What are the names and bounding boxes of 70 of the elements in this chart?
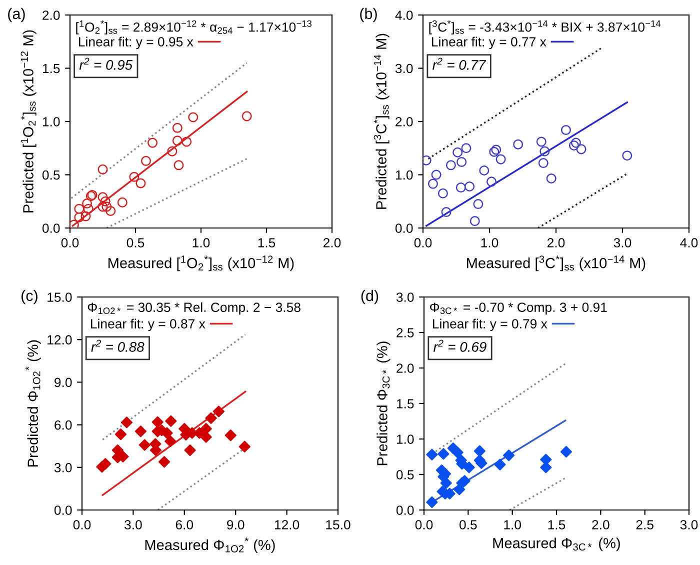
x-axis-title: Measured Φ$_{1O2}$$^{*}$ (%) bbox=[145, 538, 275, 554]
y-axis-title: Predicted Φ$_{1O2}$$^{*}$ (%) bbox=[25, 340, 41, 467]
x-tick-label: 0.5 bbox=[126, 238, 144, 248]
y-tick-label: 0.5 bbox=[396, 470, 414, 480]
x-tick-label: 15.0 bbox=[326, 520, 350, 530]
x-tick-label: 1.0 bbox=[192, 238, 210, 248]
x-tick-label: 6.0 bbox=[176, 520, 194, 530]
y-tick-label: 1.0 bbox=[396, 434, 414, 444]
y-tick-label: 2.0 bbox=[396, 364, 414, 373]
x-tick-label: 0.0 bbox=[61, 238, 79, 248]
text: Measured [$^{3}$C$^{*}$]$_{ss}$ (x10$^{−14}$ M) bbox=[467, 256, 646, 272]
y-tick-label: 1.0 bbox=[42, 117, 60, 126]
chart-title: (c) bbox=[22, 290, 38, 304]
y-tick-label: 0.5 bbox=[42, 170, 60, 180]
x-tick-label: 2.5 bbox=[636, 520, 654, 530]
x-tick-label: 4.0 bbox=[680, 238, 698, 248]
y-tick-label: 2.0 bbox=[42, 10, 60, 20]
text: Predicted [$^{1}$O$_{2}$$^{*}$]$_{ss}$ (x10$^{−12}$ M) bbox=[20, 30, 36, 212]
y-tick-label: 1.5 bbox=[396, 399, 414, 408]
y-tick-label: 4.0 bbox=[395, 10, 413, 20]
y-tick-label: 3.0 bbox=[54, 462, 72, 472]
x-tick-label: 2.0 bbox=[547, 238, 565, 248]
y-tick-label: 1.0 bbox=[396, 170, 413, 180]
x-tick-label: 0.0 bbox=[414, 238, 432, 248]
y-tick-label: 0.0 bbox=[396, 506, 414, 515]
x-tick-label: 3.0 bbox=[124, 520, 142, 530]
annotation: Φ$_{3C*}$ = -0.70 * Comp. 3 + 0.91 bbox=[430, 302, 607, 315]
legend-label: Linear fit: y = 0.79 x bbox=[433, 318, 548, 332]
annotation: Φ$_{1O2*}$ = 30.35 * Rel. Comp. 2 − 3.58 bbox=[88, 302, 300, 315]
legend-label: Linear fit: y = 0.77 x bbox=[432, 36, 546, 50]
y-tick-label: 15.0 bbox=[48, 292, 72, 302]
y-tick-label: 3.0 bbox=[395, 64, 413, 74]
x-tick-label: 0.0 bbox=[415, 520, 433, 530]
x-tick-label: 3.0 bbox=[680, 520, 698, 530]
chart-title: (d) bbox=[361, 290, 378, 304]
legend-label: Linear fit: y = 0.87 x bbox=[91, 318, 206, 332]
chart-title: (a) bbox=[8, 8, 25, 22]
annotation: r$^{2}$ = 0.77 bbox=[432, 58, 486, 70]
x-tick-label: 1.0 bbox=[504, 520, 521, 530]
text: [$^{3}$C$^{*}$]$_{ss}$ = -3.43×10$^{−14}$ * BIX + 3.87×10$^{−14}$ bbox=[429, 20, 661, 34]
y-tick-label: 2.5 bbox=[396, 328, 414, 338]
x-tick-label: 9.0 bbox=[227, 520, 244, 530]
y-tick-label: 12.0 bbox=[48, 335, 72, 345]
text: Predicted [$^{3}$C$^{*}$]$_{ss}$ (x10$^{−14}$ M) bbox=[374, 34, 390, 209]
y-tick-label: 0.0 bbox=[54, 506, 72, 515]
x-tick-label: 0.0 bbox=[73, 520, 91, 530]
legend-label: Linear fit: y = 0.95 x bbox=[79, 36, 194, 50]
x-tick-label: 1.5 bbox=[548, 520, 566, 530]
y-tick-label: 9.0 bbox=[54, 378, 72, 388]
y-tick-label: 0.0 bbox=[42, 224, 60, 233]
y-tick-label: 3.0 bbox=[396, 292, 414, 302]
chart-title: (b) bbox=[360, 8, 377, 22]
text: Measured [$^{1}$O$_{2}$$^{*}$]$_{ss}$ (x10$^{−12}$ M) bbox=[108, 256, 294, 272]
y-tick-label: 6.0 bbox=[54, 420, 72, 430]
x-tick-label: 0.5 bbox=[460, 520, 477, 530]
x-tick-label: 12.0 bbox=[274, 520, 300, 530]
x-tick-label: 1.5 bbox=[258, 238, 276, 248]
annotation: r$^{2}$ = 0.69 bbox=[434, 340, 486, 352]
x-axis-title: Measured Φ$_{3C*}$ (%) bbox=[493, 538, 620, 552]
x-tick-label: 2.0 bbox=[592, 520, 610, 530]
annotation: r$^{2}$ = 0.95 bbox=[79, 58, 133, 70]
text: [$^{1}$O$_{2}$$^{*}$]$_{ss}$ = 2.89×10$^{−12}$ * α$_{254}$ − 1.17×10$^{−13}$ bbox=[76, 20, 312, 34]
y-tick-label: 0.0 bbox=[395, 224, 413, 233]
x-tick-label: 3.0 bbox=[614, 238, 632, 248]
x-tick-label: 2.0 bbox=[323, 238, 341, 248]
annotation: r$^{2}$ = 0.88 bbox=[91, 340, 144, 352]
y-tick-label: 1.5 bbox=[42, 64, 60, 74]
y-axis-title: Predicted Φ$_{3C*}$ (%) bbox=[376, 342, 390, 466]
y-tick-label: 2.0 bbox=[396, 117, 413, 126]
x-tick-label: 1.0 bbox=[481, 238, 498, 248]
